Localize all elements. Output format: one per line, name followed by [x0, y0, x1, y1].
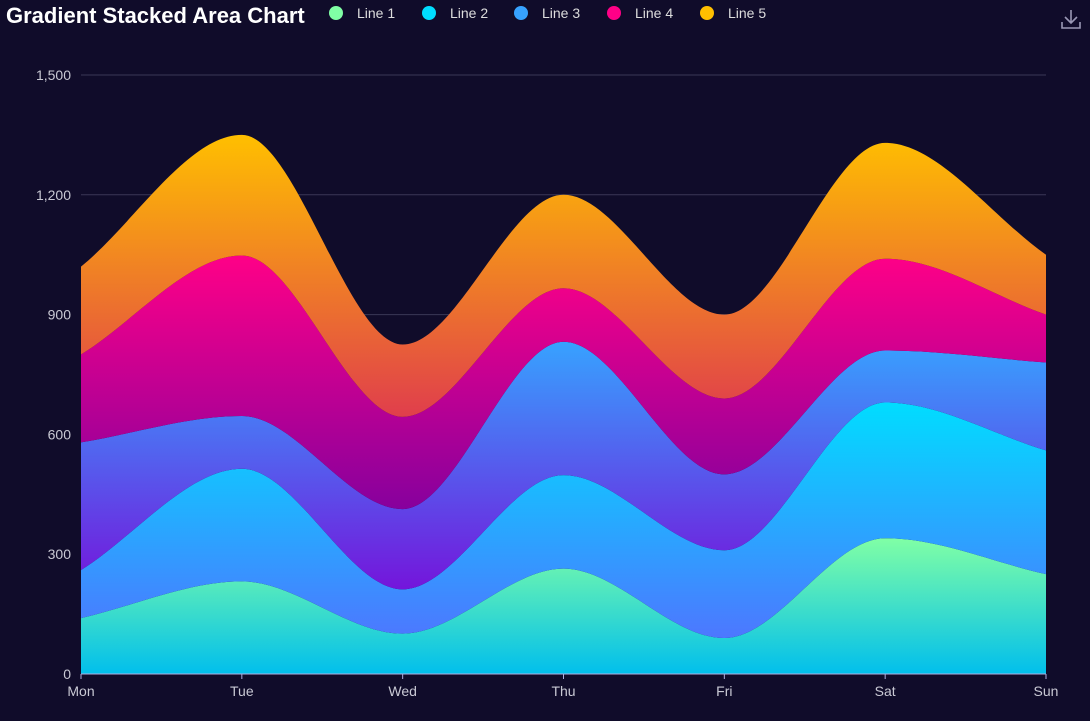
- area-series-3: [81, 341, 1046, 590]
- legend-item-5[interactable]: Line 5: [700, 5, 766, 21]
- legend-label: Line 5: [728, 5, 766, 21]
- x-tick-label: Sun: [1034, 683, 1059, 699]
- x-tick-label: Thu: [551, 683, 575, 699]
- legend-label: Line 1: [357, 5, 395, 21]
- y-tick-label: 900: [48, 307, 72, 323]
- legend-marker: [329, 6, 343, 20]
- legend: Line 1 Line 2 Line 3 Line 4 Line 5: [329, 5, 766, 21]
- y-tick-label: 600: [48, 426, 72, 442]
- legend-marker: [607, 6, 621, 20]
- x-tick-label: Tue: [230, 683, 254, 699]
- legend-marker: [514, 6, 528, 20]
- area-series-1: [81, 538, 1046, 674]
- legend-item-1[interactable]: Line 1: [329, 5, 395, 21]
- legend-label: Line 3: [542, 5, 580, 21]
- legend-marker: [422, 6, 436, 20]
- y-tick-label: 1,200: [36, 187, 71, 203]
- x-tick-label: Wed: [388, 683, 417, 699]
- y-tick-label: 0: [63, 666, 71, 682]
- area-series-4: [81, 255, 1046, 510]
- axes: 0 300 600 900 1,200 1,500 Mon Tue Wed Thu Fri Sat Su…: [36, 67, 1059, 699]
- series-areas: [81, 134, 1046, 674]
- legend-label: Line 4: [635, 5, 673, 21]
- x-tick-label: Sat: [875, 683, 896, 699]
- legend-item-3[interactable]: Line 3: [514, 5, 580, 21]
- legend-label: Line 2: [450, 5, 488, 21]
- x-tick-label: Fri: [716, 683, 732, 699]
- legend-marker: [700, 6, 714, 20]
- y-tick-label: 1,500: [36, 67, 71, 83]
- y-tick-label: 300: [48, 546, 72, 562]
- legend-item-4[interactable]: Line 4: [607, 5, 673, 21]
- download-icon[interactable]: [1059, 7, 1083, 31]
- x-tick-label: Mon: [67, 683, 94, 699]
- legend-item-2[interactable]: Line 2: [422, 5, 488, 21]
- area-series-5: [81, 134, 1046, 417]
- area-series-2: [81, 402, 1046, 639]
- chart-title: Gradient Stacked Area Chart: [6, 3, 305, 28]
